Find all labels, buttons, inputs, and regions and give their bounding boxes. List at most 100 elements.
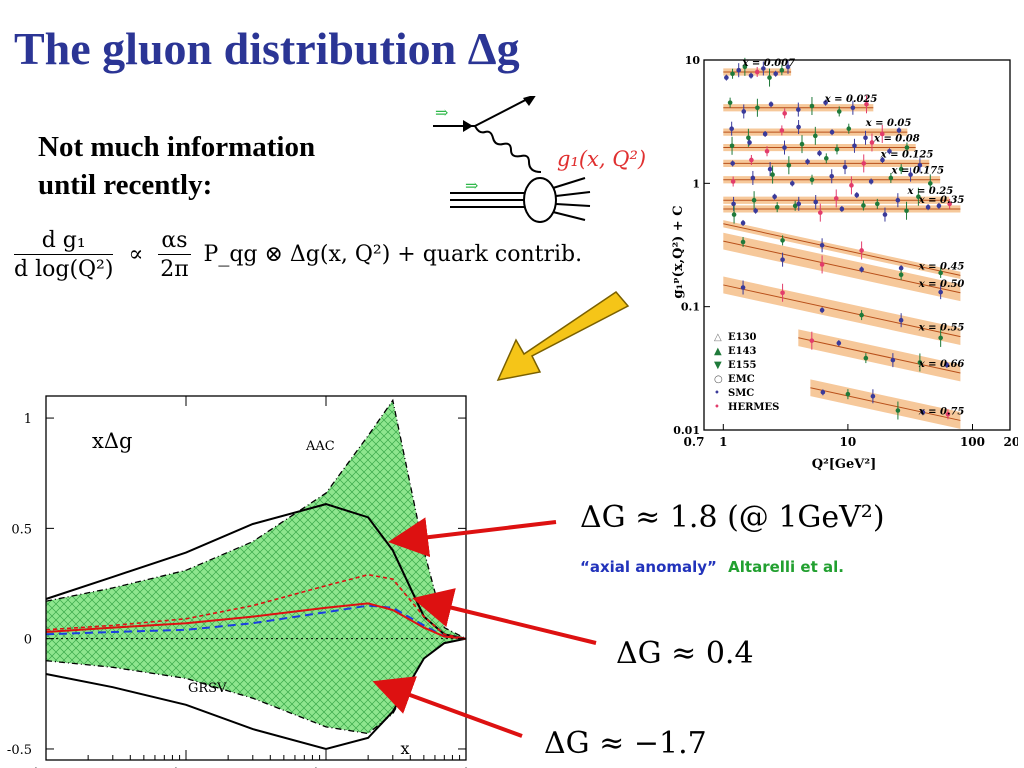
alpha-numerator: αs: [158, 228, 191, 255]
x-tick-label: 1: [462, 767, 470, 768]
data-point: [829, 129, 835, 135]
data-point: [774, 204, 780, 210]
data-point: [786, 162, 792, 168]
grsv-lower-curve: [45, 637, 467, 751]
data-point: [780, 257, 785, 262]
alpha-denominator: 2π: [160, 257, 189, 282]
jet-line-3: [555, 203, 591, 207]
x-tick-label: 10: [840, 435, 857, 449]
data-point: [880, 157, 885, 163]
data-point: [796, 201, 802, 207]
x-tick-label: 0.7: [684, 435, 705, 449]
dg-plot-title: xΔg: [92, 429, 132, 453]
data-point: [917, 360, 923, 365]
data-point: [789, 181, 795, 186]
alpha-fraction: αs 2π: [158, 228, 191, 282]
legend-marker-icon: •: [714, 402, 720, 413]
data-point: [879, 131, 885, 137]
data-point: [746, 135, 751, 141]
data-point: [779, 128, 785, 133]
legend-entry: HERMES: [728, 402, 779, 413]
evolution-formula: d g₁ d log(Q²) ∝ αs 2π P_qg ⊗ Δg(x, Q²) …: [14, 228, 582, 282]
aac-label: AAC: [305, 439, 335, 454]
data-point: [818, 210, 823, 215]
data-point: [917, 162, 923, 168]
data-point: [819, 307, 825, 313]
y-tick-label: 0.1: [681, 301, 700, 314]
y-tick-label: 0: [24, 633, 32, 648]
data-point: [834, 147, 840, 152]
data-point: [762, 131, 768, 137]
data-point: [796, 124, 801, 130]
data-point: [779, 67, 785, 73]
data-point: [870, 393, 876, 399]
data-point: [773, 71, 778, 77]
data-point: [842, 164, 848, 170]
data-point: [730, 71, 735, 77]
legend-entry: SMC: [728, 388, 754, 399]
y-tick-label: 10: [685, 54, 701, 67]
y-tick-label: -0.5: [7, 743, 32, 758]
data-point: [896, 128, 902, 133]
data-point: [846, 126, 852, 131]
data-point: [731, 212, 737, 217]
data-point: [927, 181, 933, 186]
formula-rhs: P_qg ⊗ Δg(x, Q²) + quark contrib.: [203, 242, 583, 267]
data-point: [925, 204, 931, 210]
g1-x-ticks: 0.7 1 10 100 200: [684, 424, 1018, 449]
data-point: [742, 64, 748, 70]
legend-entry: EMC: [728, 374, 755, 385]
data-point: [813, 133, 818, 139]
data-point: [859, 248, 864, 253]
data-point: [768, 101, 774, 107]
data-point: [833, 196, 839, 201]
outgoing-arrow-icon: [523, 96, 536, 106]
data-point: [740, 220, 746, 226]
data-point: [749, 157, 754, 163]
data-point: [839, 206, 845, 212]
data-point: [747, 140, 752, 145]
data-point: [729, 126, 734, 131]
data-point: [740, 239, 746, 245]
jet-line-2: [555, 191, 591, 197]
data-point: [813, 199, 819, 205]
data-point: [849, 183, 854, 188]
data-point: [890, 357, 896, 363]
g1-legend: △ E130 ▲ E143 ▼ E155 ○ EMC • SMC • HERMES: [714, 332, 779, 413]
bin-label: x = 0.25: [907, 186, 954, 197]
data-point: [736, 67, 742, 73]
data-point: [887, 148, 892, 154]
y-tick-label: 0.01: [673, 424, 700, 437]
x-tick-label: 10⁻¹: [312, 767, 341, 768]
bin-label: x = 0.75: [918, 406, 965, 417]
data-point: [836, 340, 842, 346]
data-point: [764, 148, 770, 154]
deltaG-value-3: ΔG ≈ −1.7: [544, 726, 707, 761]
legend-entry: E143: [728, 346, 757, 357]
data-point: [823, 100, 828, 105]
data-point: [782, 145, 787, 150]
dg-y-ticks: 1 0.5 0 -0.5: [7, 412, 466, 758]
deltaG-value-2: ΔG ≈ 0.4: [616, 636, 754, 671]
data-point: [767, 166, 773, 172]
bin-fit-line: [723, 240, 961, 294]
bin-fit-line: [798, 337, 961, 374]
anomaly-author: Altarelli et al.: [728, 558, 844, 576]
nucleon-blob: [523, 177, 557, 223]
bin-label: x = 0.66: [918, 359, 965, 370]
dg-x-axis-label: x: [400, 739, 409, 758]
data-point: [780, 290, 785, 296]
dg1-denominator: d log(Q²): [14, 257, 114, 282]
dg-plot-frame: [45, 395, 467, 761]
g1-label: g₁(x, Q²): [557, 147, 646, 171]
y-tick-label: 1: [24, 412, 32, 427]
yellow-arrow-icon: [496, 291, 630, 382]
data-point: [888, 175, 894, 181]
x-tick-label: 1: [719, 435, 727, 449]
jet-line-4: [552, 211, 586, 221]
data-point: [869, 140, 875, 145]
data-point: [740, 285, 746, 290]
data-point: [908, 172, 913, 177]
dg1-fraction: d g₁ d log(Q²): [14, 228, 114, 282]
